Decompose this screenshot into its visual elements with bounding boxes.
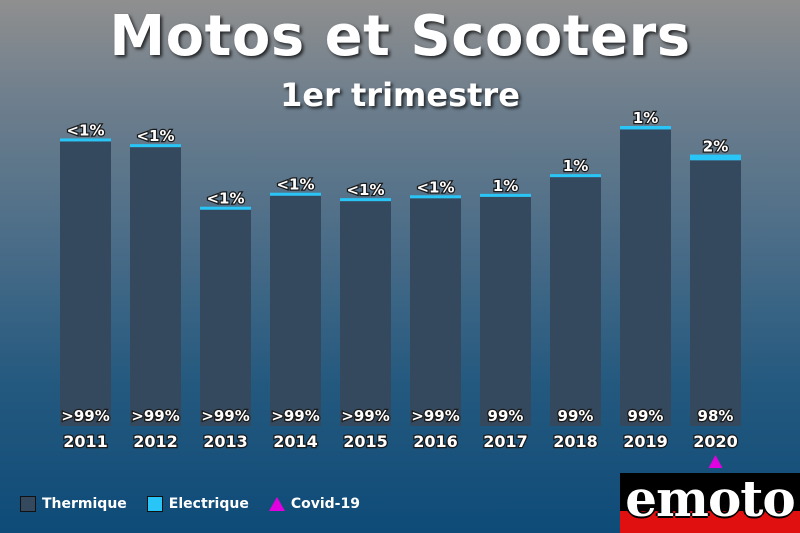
bar-electrique-2014 — [270, 192, 321, 196]
x-tick-2017: 2017 — [483, 432, 528, 451]
bar-electrique-2020 — [690, 154, 741, 161]
label-thermique-2020: 98% — [698, 407, 734, 425]
label-thermique-2011: >99% — [61, 407, 109, 425]
label-thermique-2014: >99% — [271, 407, 319, 425]
chart-subtitle: 1er trimestre — [280, 76, 520, 114]
bar-thermique-2014 — [270, 195, 321, 426]
logo-text: emoto — [625, 473, 796, 528]
x-tick-2016: 2016 — [413, 432, 458, 451]
x-tick-2015: 2015 — [343, 432, 388, 451]
legend-item-covid: Covid-19 — [268, 496, 360, 512]
bar-electrique-2015 — [340, 198, 391, 202]
legend-item-electrique: Electrique — [146, 496, 249, 512]
covid-marker-2020 — [708, 455, 723, 468]
label-thermique-2016: >99% — [411, 407, 459, 425]
legend: Thermique Electrique Covid-19 — [20, 496, 380, 512]
bar-thermique-2013 — [200, 209, 251, 426]
label-electrique-2011: <1% — [66, 121, 104, 139]
label-electrique-2017: 1% — [493, 177, 518, 195]
label-thermique-2017: 99% — [488, 407, 524, 425]
legend-label-thermique: Thermique — [42, 496, 127, 512]
bar-electrique-2017 — [480, 193, 531, 197]
label-electrique-2015: <1% — [346, 181, 384, 199]
bar-thermique-2018 — [550, 177, 601, 426]
bar-thermique-2011 — [60, 141, 111, 426]
label-thermique-2013: >99% — [201, 407, 249, 425]
x-tick-2011: 2011 — [63, 432, 108, 451]
x-tick-2013: 2013 — [203, 432, 248, 451]
covid-triangle-icon — [268, 497, 285, 511]
legend-item-thermique: Thermique — [20, 496, 127, 512]
label-thermique-2019: 99% — [628, 407, 664, 425]
logo-black-band — [620, 473, 800, 511]
legend-label-electrique: Electrique — [168, 496, 249, 512]
x-tick-2012: 2012 — [133, 432, 178, 451]
x-tick-2014: 2014 — [273, 432, 318, 451]
label-thermique-2015: >99% — [341, 407, 389, 425]
x-tick-2018: 2018 — [553, 432, 598, 451]
label-electrique-2012: <1% — [136, 127, 174, 145]
label-electrique-2013: <1% — [206, 190, 244, 208]
label-electrique-2018: 1% — [563, 157, 588, 175]
label-thermique-2018: 99% — [558, 407, 594, 425]
x-tick-2019: 2019 — [623, 432, 668, 451]
x-tick-2020: 2020 — [693, 432, 738, 451]
label-electrique-2014: <1% — [276, 176, 314, 194]
bar-electrique-2016 — [410, 195, 461, 199]
legend-swatch-electrique — [146, 496, 163, 512]
bar-electrique-2013 — [200, 206, 251, 210]
bar-thermique-2012 — [130, 147, 181, 426]
bar-electrique-2011 — [60, 138, 111, 142]
bar-thermique-2019 — [620, 129, 671, 426]
bar-thermique-2016 — [410, 198, 461, 426]
bar-thermique-2015 — [340, 201, 391, 426]
label-electrique-2019: 1% — [633, 109, 658, 127]
legend-label-covid: Covid-19 — [290, 496, 360, 512]
bar-electrique-2019 — [620, 126, 671, 130]
label-electrique-2020: 2% — [703, 138, 728, 156]
bar-electrique-2012 — [130, 144, 181, 148]
bar-electrique-2018 — [550, 174, 601, 178]
chart-title: Motos et Scooters — [109, 4, 691, 69]
bar-thermique-2017 — [480, 196, 531, 426]
label-thermique-2012: >99% — [131, 407, 179, 425]
label-electrique-2016: <1% — [416, 178, 454, 196]
bar-thermique-2020 — [690, 160, 741, 427]
legend-swatch-thermique — [20, 496, 36, 512]
emoto-logo: emoto — [620, 473, 800, 533]
